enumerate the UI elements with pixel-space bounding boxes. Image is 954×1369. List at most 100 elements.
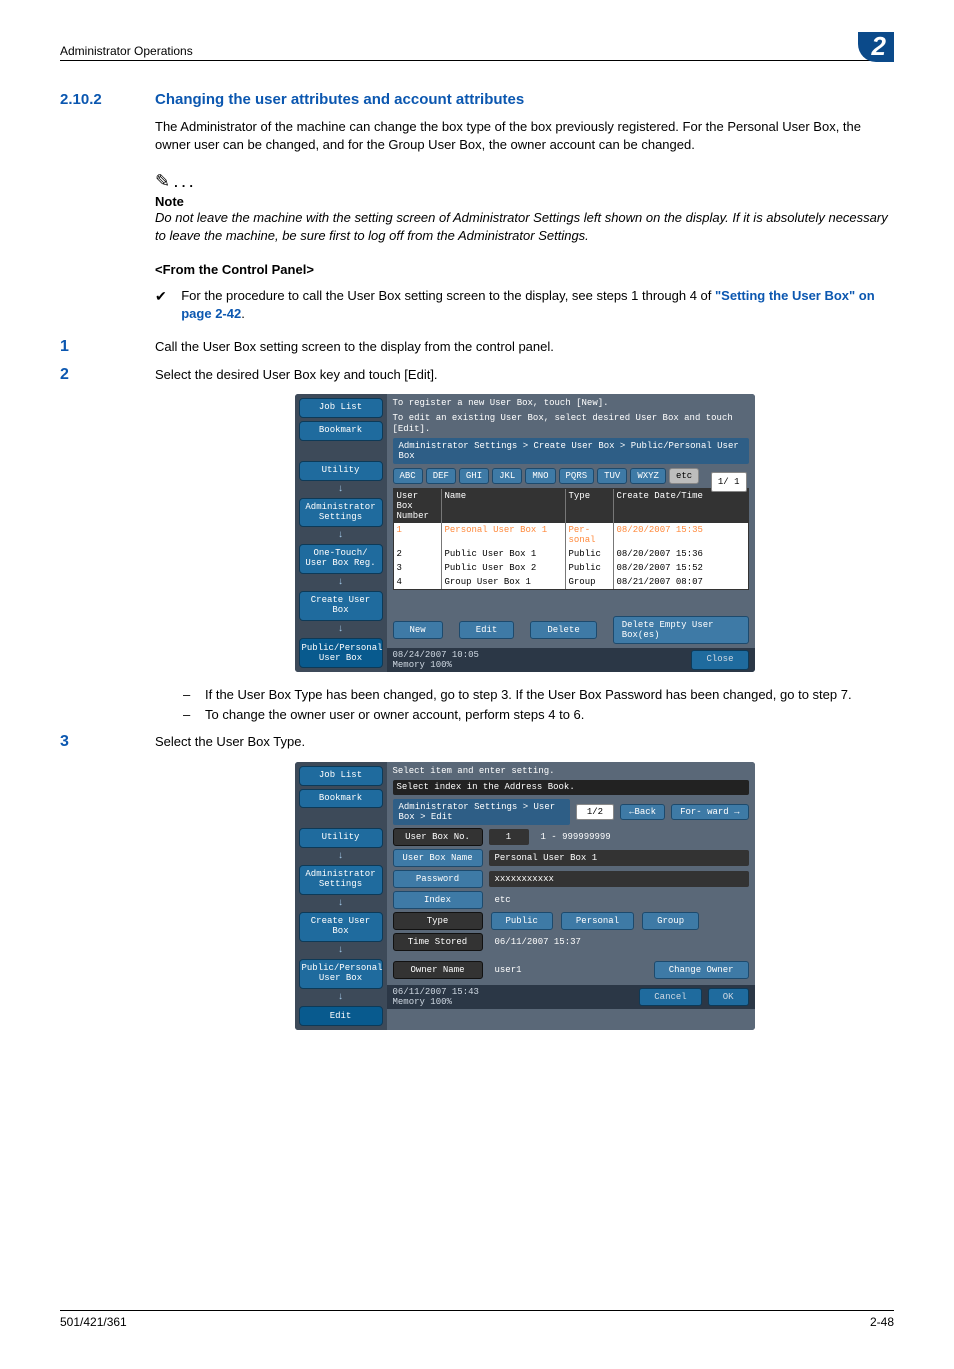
cancel-button[interactable]: Cancel (639, 988, 701, 1006)
status-datetime: 06/11/2007 15:43Memory 100% (393, 987, 479, 1007)
tab-ghi[interactable]: GHI (459, 468, 489, 484)
sidebar-create-user-box[interactable]: Create User Box (299, 591, 383, 621)
time-stored-value: 06/11/2007 15:37 (489, 934, 749, 950)
sidebar-public-personal[interactable]: Public/Personal User Box (299, 638, 383, 668)
box-no-label: User Box No. (393, 828, 483, 846)
note-label: Note (155, 194, 894, 209)
sidebar-create-user-box[interactable]: Create User Box (299, 912, 383, 942)
col-number: User Box Number (394, 489, 442, 523)
col-name: Name (442, 489, 566, 523)
type-group-button[interactable]: Group (642, 912, 699, 930)
table-row[interactable]: 1 Personal User Box 1 Per- sonal 08/20/2… (394, 523, 748, 547)
footer-right: 2-48 (870, 1315, 894, 1329)
sidebar-admin-settings[interactable]: Administrator Settings (299, 498, 383, 528)
panel1-table: User Box Number Name Type Create Date/Ti… (393, 488, 749, 590)
header-badge: 2 (858, 32, 894, 62)
tab-mno[interactable]: MNO (525, 468, 555, 484)
tab-tuv[interactable]: TUV (597, 468, 627, 484)
edit-button[interactable]: Edit (459, 621, 515, 639)
panel1-sidebar: Job List Bookmark Utility ↓ Administrato… (295, 394, 387, 672)
col-date: Create Date/Time (614, 489, 714, 523)
step-2-number: 2 (60, 366, 155, 384)
box-name-label[interactable]: User Box Name (393, 849, 483, 867)
sidebar-admin-settings[interactable]: Administrator Settings (299, 865, 383, 895)
screenshot-1: Job List Bookmark Utility ↓ Administrato… (155, 394, 894, 672)
panel2-sidebar: Job List Bookmark Utility ↓ Administrato… (295, 762, 387, 1030)
panel1-main: To register a new User Box, touch [New].… (387, 394, 755, 672)
intro-paragraph: The Administrator of the machine can cha… (155, 118, 894, 153)
note-dots: ... (174, 175, 197, 190)
note-block: ✎... Note Do not leave the machine with … (155, 171, 894, 244)
prereq-text: For the procedure to call the User Box s… (181, 287, 894, 323)
type-public-button[interactable]: Public (491, 912, 553, 930)
page-header: Administrator Operations 2 (60, 28, 894, 61)
owner-name-label: Owner Name (393, 961, 483, 979)
type-label: Type (393, 912, 483, 930)
table-row[interactable]: 4 Group User Box 1 Group 08/21/2007 08:0… (394, 575, 748, 589)
index-value: etc (489, 892, 749, 908)
step-2: 2 Select the desired User Box key and to… (60, 366, 894, 384)
page-footer: 501/421/361 2-48 (60, 1310, 894, 1329)
step2-sublist: –If the User Box Type has been changed, … (183, 686, 894, 723)
arrow-down-icon: ↓ (299, 577, 383, 588)
step-3-number: 3 (60, 733, 155, 751)
index-label[interactable]: Index (393, 891, 483, 909)
box-no-value: 1 (489, 829, 529, 845)
tab-jkl[interactable]: JKL (492, 468, 522, 484)
back-button[interactable]: ←Back (620, 804, 665, 820)
prereq-post: . (241, 306, 245, 321)
tab-abc[interactable]: ABC (393, 468, 423, 484)
box-no-range: 1 - 999999999 (535, 829, 749, 845)
sidebar-utility[interactable]: Utility (299, 828, 383, 848)
arrow-down-icon: ↓ (299, 851, 383, 862)
ok-button[interactable]: OK (708, 988, 749, 1006)
panel2-main: Select item and enter setting. Select in… (387, 762, 755, 1030)
type-personal-button[interactable]: Personal (561, 912, 634, 930)
tab-pqrs[interactable]: PQRS (559, 468, 595, 484)
step-1-number: 1 (60, 338, 155, 356)
arrow-down-icon: ↓ (299, 992, 383, 1003)
forward-button[interactable]: For- ward → (671, 804, 748, 820)
table-row[interactable]: 3 Public User Box 2 Public 08/20/2007 15… (394, 561, 748, 575)
panel1-tabs: ABC DEF GHI JKL MNO PQRS TUV WXYZ etc (393, 468, 749, 484)
sidebar-utility[interactable]: Utility (299, 461, 383, 481)
section-heading: 2.10.2 Changing the user attributes and … (60, 91, 894, 108)
box-name-value: Personal User Box 1 (489, 850, 749, 866)
sidebar-public-personal[interactable]: Public/Personal User Box (299, 959, 383, 989)
password-label[interactable]: Password (393, 870, 483, 888)
status-datetime: 08/24/2007 10:05Memory 100% (393, 650, 479, 670)
sidebar-job-list[interactable]: Job List (299, 398, 383, 418)
sidebar-job-list[interactable]: Job List (299, 766, 383, 786)
section-title: Changing the user attributes and account… (155, 91, 524, 108)
delete-empty-button[interactable]: Delete Empty User Box(es) (613, 616, 749, 644)
note-icon: ✎ (155, 171, 170, 192)
arrow-down-icon: ↓ (299, 624, 383, 635)
time-stored-label: Time Stored (393, 933, 483, 951)
sidebar-onetouch[interactable]: One-Touch/ User Box Reg. (299, 544, 383, 574)
close-button[interactable]: Close (691, 650, 748, 670)
new-button[interactable]: New (393, 621, 443, 639)
panel1-breadcrumb: Administrator Settings > Create User Box… (393, 438, 749, 464)
sidebar-bookmark[interactable]: Bookmark (299, 789, 383, 809)
sidebar-edit[interactable]: Edit (299, 1006, 383, 1026)
delete-button[interactable]: Delete (530, 621, 596, 639)
change-owner-button[interactable]: Change Owner (654, 961, 749, 979)
panel1-button-row: New Edit Delete Delete Empty User Box(es… (393, 616, 749, 644)
arrow-down-icon: ↓ (299, 945, 383, 956)
screenshot-2: Job List Bookmark Utility ↓ Administrato… (155, 762, 894, 1030)
footer-left: 501/421/361 (60, 1315, 127, 1329)
tab-def[interactable]: DEF (426, 468, 456, 484)
dash-icon: – (183, 686, 205, 704)
dash-icon: – (183, 706, 205, 724)
tab-etc[interactable]: etc (669, 468, 699, 484)
col-type: Type (566, 489, 614, 523)
sidebar-bookmark[interactable]: Bookmark (299, 421, 383, 441)
step-2-text: Select the desired User Box key and touc… (155, 366, 894, 384)
tab-wxyz[interactable]: WXYZ (630, 468, 666, 484)
arrow-down-icon: ↓ (299, 530, 383, 541)
prereq-pre: For the procedure to call the User Box s… (181, 288, 715, 303)
table-row[interactable]: 2 Public User Box 1 Public 08/20/2007 15… (394, 547, 748, 561)
page-indicator: 1/ 1 (711, 472, 747, 492)
password-value: xxxxxxxxxxx (489, 871, 749, 887)
header-title: Administrator Operations (60, 44, 193, 58)
